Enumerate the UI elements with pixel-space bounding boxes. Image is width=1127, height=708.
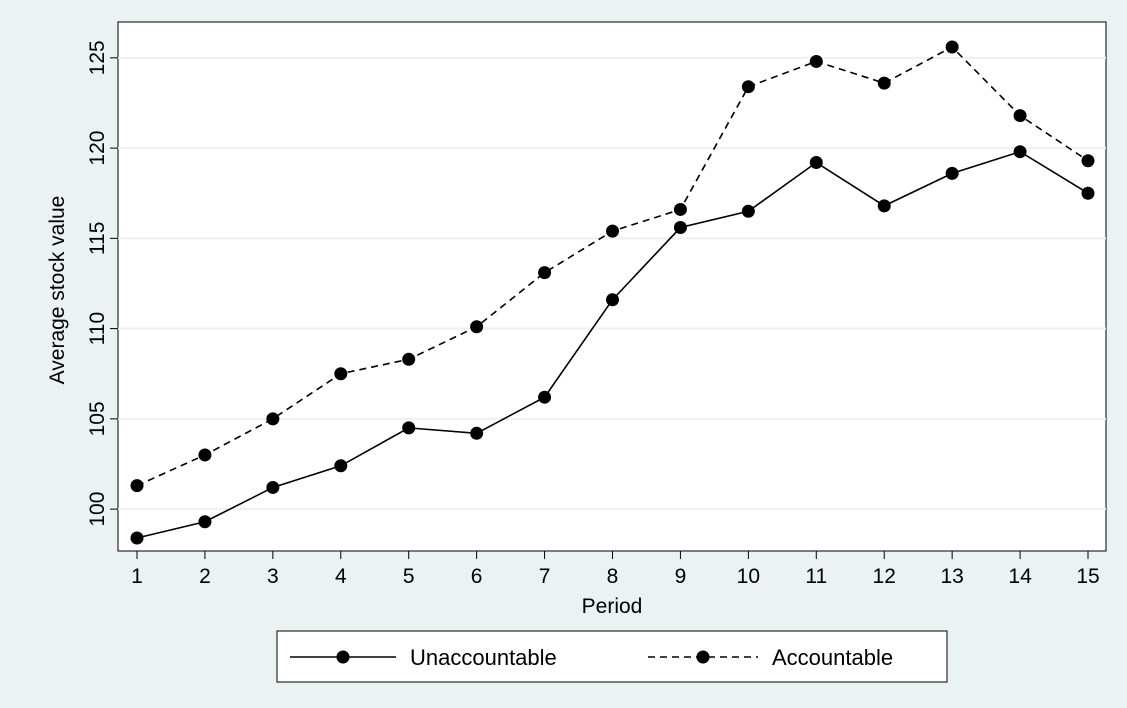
- series-point-accountable: [1013, 109, 1027, 123]
- series-point-unaccountable: [945, 166, 959, 180]
- series-point-accountable: [198, 448, 212, 462]
- x-tick-label: 1: [131, 565, 143, 588]
- series-point-accountable: [334, 367, 348, 381]
- series-point-accountable: [402, 352, 416, 366]
- legend-label-accountable: Accountable: [772, 645, 893, 670]
- series-point-unaccountable: [606, 293, 619, 307]
- series-point-unaccountable: [470, 426, 484, 440]
- series-point-unaccountable: [1013, 145, 1027, 159]
- series-point-accountable: [809, 54, 823, 68]
- legend-label-unaccountable: Unaccountable: [410, 645, 557, 670]
- y-tick-label: 125: [86, 40, 109, 75]
- series-point-accountable: [130, 479, 144, 493]
- y-axis-label: Average stock value: [46, 196, 69, 385]
- series-point-unaccountable: [1081, 186, 1095, 200]
- series-point-accountable: [673, 202, 687, 216]
- series-point-accountable: [877, 76, 891, 90]
- series-point-unaccountable: [877, 199, 891, 213]
- y-tick-label: 110: [86, 312, 109, 345]
- y-axis: 100 105 110 115 120 125: [86, 40, 118, 527]
- plot-area: [117, 21, 1107, 552]
- series-point-accountable: [470, 320, 484, 334]
- x-tick-label: 11: [805, 565, 827, 588]
- x-tick-label: 10: [737, 565, 760, 588]
- series-point-unaccountable: [266, 480, 280, 494]
- series-point-unaccountable: [130, 531, 144, 545]
- x-tick-label: 8: [607, 565, 619, 588]
- series-point-accountable: [606, 224, 619, 238]
- x-tick-label: 5: [403, 565, 415, 588]
- x-tick-label: 13: [940, 565, 963, 588]
- series-point-accountable: [741, 80, 755, 94]
- y-tick-label: 105: [86, 401, 109, 436]
- series-point-unaccountable: [673, 221, 687, 235]
- x-axis-label: Period: [582, 595, 643, 618]
- x-tick-label: 4: [335, 565, 347, 588]
- legend-marker-unaccountable: [336, 650, 350, 664]
- y-tick-label: 100: [86, 492, 109, 527]
- series-point-unaccountable: [198, 515, 212, 529]
- x-tick-label: 6: [471, 565, 483, 588]
- series-point-accountable: [538, 266, 552, 280]
- legend-marker-accountable: [696, 650, 710, 664]
- series-point-unaccountable: [538, 390, 552, 404]
- x-tick-label: 12: [873, 565, 896, 588]
- series-point-unaccountable: [334, 459, 348, 473]
- x-tick-label: 2: [199, 565, 211, 588]
- series-point-accountable: [945, 40, 959, 54]
- gridlines: [118, 56, 1106, 511]
- series-point-unaccountable: [402, 421, 416, 435]
- series-point-accountable: [1081, 154, 1095, 168]
- y-tick-label: 120: [86, 131, 109, 166]
- x-tick-label: 14: [1008, 565, 1032, 588]
- x-tick-label: 15: [1076, 565, 1099, 588]
- x-tick-label: 7: [539, 565, 551, 588]
- x-tick-label: 3: [267, 565, 279, 588]
- series-point-unaccountable: [741, 204, 755, 218]
- series-group: [130, 40, 1095, 545]
- legend: Unaccountable Accountable: [276, 630, 948, 683]
- series-point-unaccountable: [809, 156, 823, 170]
- legend-items: Unaccountable Accountable: [290, 645, 893, 670]
- x-tick-label: 9: [675, 565, 687, 588]
- x-axis: 1 2 3 4 5 6 7 8 9 10 11 12 13 14 15: [131, 551, 1100, 588]
- y-tick-label: 115: [86, 222, 109, 255]
- series-point-accountable: [266, 412, 280, 426]
